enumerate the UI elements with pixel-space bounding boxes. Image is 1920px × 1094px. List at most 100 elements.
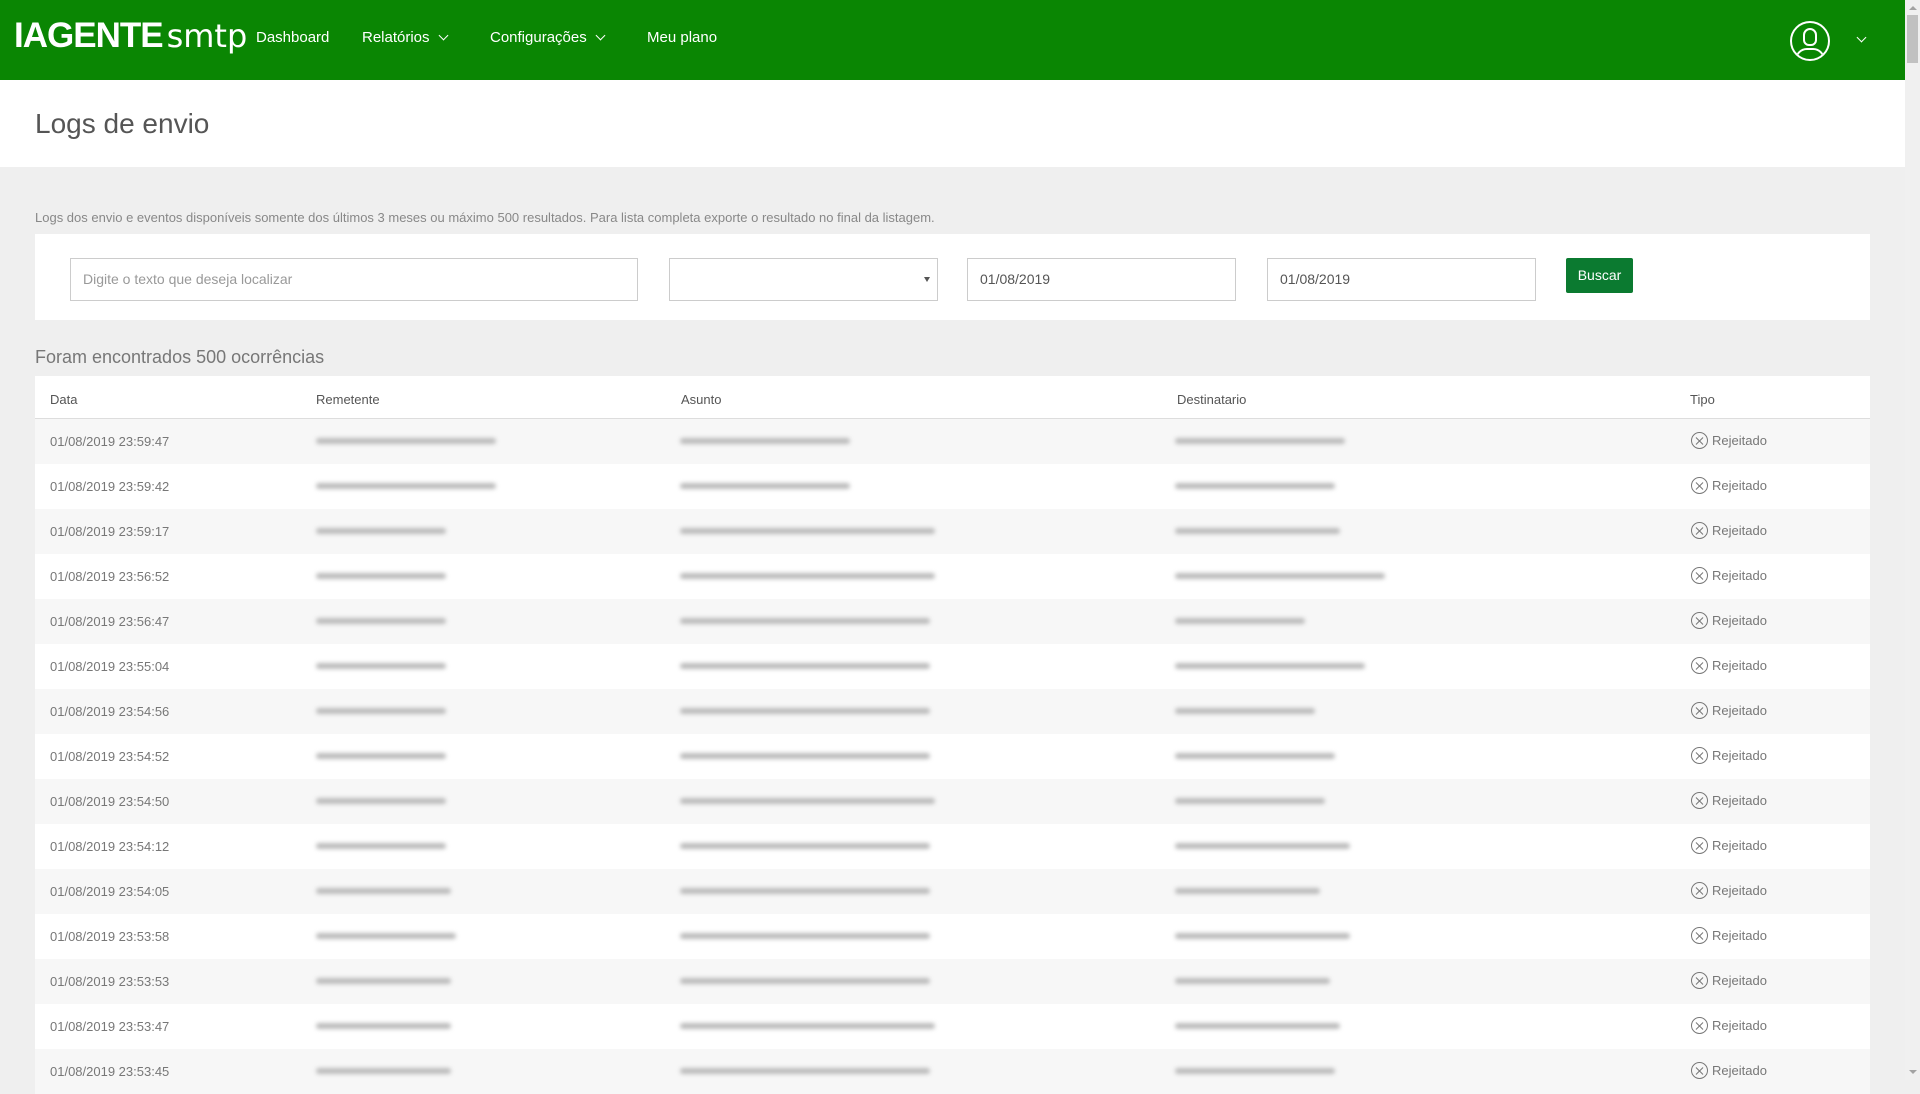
row-tipo: Rejeitado: [1691, 837, 1767, 854]
redacted-sender: [316, 843, 446, 849]
logs-table: Data Remetente Asunto Destinatario Tipo …: [35, 376, 1870, 1094]
row-tipo: Rejeitado: [1691, 567, 1767, 584]
table-row[interactable]: 01/08/2019 23:56:52 Rejeitado: [35, 554, 1870, 599]
row-tipo: Rejeitado: [1691, 1062, 1767, 1079]
redacted-subject: [680, 798, 935, 804]
nav-label: Meu plano: [647, 29, 718, 46]
table-row[interactable]: 01/08/2019 23:54:50 Rejeitado: [35, 779, 1870, 824]
row-date: 01/08/2019 23:56:52: [50, 569, 170, 584]
rejected-x-circle-icon: [1691, 1017, 1708, 1034]
date-from-input[interactable]: 01/08/2019: [967, 258, 1236, 301]
chevron-down-icon: [438, 30, 448, 41]
rejected-x-circle-icon: [1691, 567, 1708, 584]
table-row[interactable]: 01/08/2019 23:54:12 Rejeitado: [35, 824, 1870, 869]
table-row[interactable]: 01/08/2019 23:53:53 Rejeitado: [35, 959, 1870, 1004]
filter-panel: Digite o texto que deseja localizar 01/0…: [35, 234, 1870, 320]
col-asunto[interactable]: Asunto: [681, 392, 722, 407]
table-row[interactable]: 01/08/2019 23:56:47 Rejeitado: [35, 599, 1870, 644]
tipo-label: Rejeitado: [1712, 613, 1767, 628]
table-header: Data Remetente Asunto Destinatario Tipo: [35, 376, 1870, 419]
redacted-recipient: [1175, 933, 1350, 939]
row-date: 01/08/2019 23:54:05: [50, 884, 170, 899]
table-row[interactable]: 01/08/2019 23:54:52 Rejeitado: [35, 734, 1870, 779]
col-destinatario[interactable]: Destinatario: [1177, 392, 1247, 407]
redacted-subject: [680, 528, 935, 534]
tipo-label: Rejeitado: [1712, 478, 1767, 493]
table-row[interactable]: 01/08/2019 23:53:58 Rejeitado: [35, 914, 1870, 959]
row-date: 01/08/2019 23:56:47: [50, 614, 170, 629]
redacted-recipient: [1175, 753, 1335, 759]
redacted-recipient: [1175, 1023, 1340, 1029]
info-text: Logs dos envio e eventos disponíveis som…: [35, 210, 935, 225]
redacted-recipient: [1175, 708, 1315, 714]
search-input[interactable]: Digite o texto que deseja localizar: [70, 258, 638, 301]
tipo-label: Rejeitado: [1712, 1063, 1767, 1078]
rejected-x-circle-icon: [1691, 882, 1708, 899]
redacted-sender: [316, 1023, 451, 1029]
type-select[interactable]: [669, 258, 938, 301]
row-date: 01/08/2019 23:59:47: [50, 434, 170, 449]
date-to-input[interactable]: 01/08/2019: [1267, 258, 1536, 301]
redacted-recipient: [1175, 663, 1365, 669]
search-button[interactable]: Buscar: [1566, 258, 1633, 293]
row-date: 01/08/2019 23:59:42: [50, 479, 170, 494]
redacted-subject: [680, 438, 850, 444]
rejected-x-circle-icon: [1691, 612, 1708, 629]
redacted-recipient: [1175, 438, 1345, 444]
logo-bold: IAGENTE: [14, 16, 164, 55]
logo-light: smtp: [166, 17, 248, 55]
table-row[interactable]: 01/08/2019 23:54:05 Rejeitado: [35, 869, 1870, 914]
redacted-recipient: [1175, 483, 1335, 489]
tipo-label: Rejeitado: [1712, 928, 1767, 943]
redacted-sender: [316, 663, 446, 669]
tipo-label: Rejeitado: [1712, 523, 1767, 538]
redacted-recipient: [1175, 1068, 1335, 1074]
row-tipo: Rejeitado: [1691, 927, 1767, 944]
redacted-subject: [680, 888, 930, 894]
row-date: 01/08/2019 23:53:53: [50, 974, 170, 989]
rejected-x-circle-icon: [1691, 927, 1708, 944]
title-bar: Logs de envio: [0, 80, 1905, 167]
caret-down-icon: [924, 277, 930, 282]
scroll-up-icon[interactable]: [1909, 6, 1917, 10]
scrollbar-thumb[interactable]: [1907, 15, 1918, 63]
rejected-x-circle-icon: [1691, 657, 1708, 674]
table-row[interactable]: 01/08/2019 23:54:56 Rejeitado: [35, 689, 1870, 734]
redacted-subject: [680, 753, 930, 759]
col-tipo[interactable]: Tipo: [1690, 392, 1715, 407]
rejected-x-circle-icon: [1691, 792, 1708, 809]
table-row[interactable]: 01/08/2019 23:53:45 Rejeitado: [35, 1049, 1870, 1094]
top-navbar: IAGENTE smtp Dashboard Relatórios Configu…: [0, 0, 1905, 80]
nav-dashboard[interactable]: Dashboard: [256, 29, 329, 46]
redacted-sender: [316, 933, 456, 939]
table-row[interactable]: 01/08/2019 23:55:04 Rejeitado: [35, 644, 1870, 689]
row-tipo: Rejeitado: [1691, 612, 1767, 629]
results-count: Foram encontrados 500 ocorrências: [35, 347, 325, 367]
user-avatar-icon[interactable]: [1790, 21, 1830, 61]
rejected-x-circle-icon: [1691, 972, 1708, 989]
row-date: 01/08/2019 23:54:56: [50, 704, 170, 719]
tipo-label: Rejeitado: [1712, 658, 1767, 673]
redacted-recipient: [1175, 798, 1325, 804]
col-data[interactable]: Data: [50, 392, 78, 407]
table-row[interactable]: 01/08/2019 23:59:17 Rejeitado: [35, 509, 1870, 554]
scroll-down-icon[interactable]: [1909, 1070, 1917, 1074]
redacted-recipient: [1175, 528, 1340, 534]
nav-relatorios[interactable]: Relatórios: [362, 29, 448, 46]
nav-meu-plano[interactable]: Meu plano: [647, 29, 717, 46]
table-row[interactable]: 01/08/2019 23:53:47 Rejeitado: [35, 1004, 1870, 1049]
redacted-sender: [316, 708, 446, 714]
redacted-subject: [680, 573, 935, 579]
redacted-sender: [316, 798, 446, 804]
nav-configuracoes[interactable]: Configurações: [490, 29, 606, 46]
rejected-x-circle-icon: [1691, 522, 1708, 539]
redacted-recipient: [1175, 573, 1385, 579]
table-row[interactable]: 01/08/2019 23:59:42 Rejeitado: [35, 464, 1870, 509]
table-row[interactable]: 01/08/2019 23:59:47 Rejeitado: [35, 419, 1870, 464]
col-remetente[interactable]: Remetente: [316, 392, 380, 407]
logo[interactable]: IAGENTE smtp: [14, 16, 247, 56]
redacted-sender: [316, 888, 451, 894]
user-menu-chevron-icon[interactable]: [1856, 32, 1867, 43]
scrollbar[interactable]: [1905, 0, 1920, 1080]
nav-label: Configurações: [490, 29, 587, 46]
